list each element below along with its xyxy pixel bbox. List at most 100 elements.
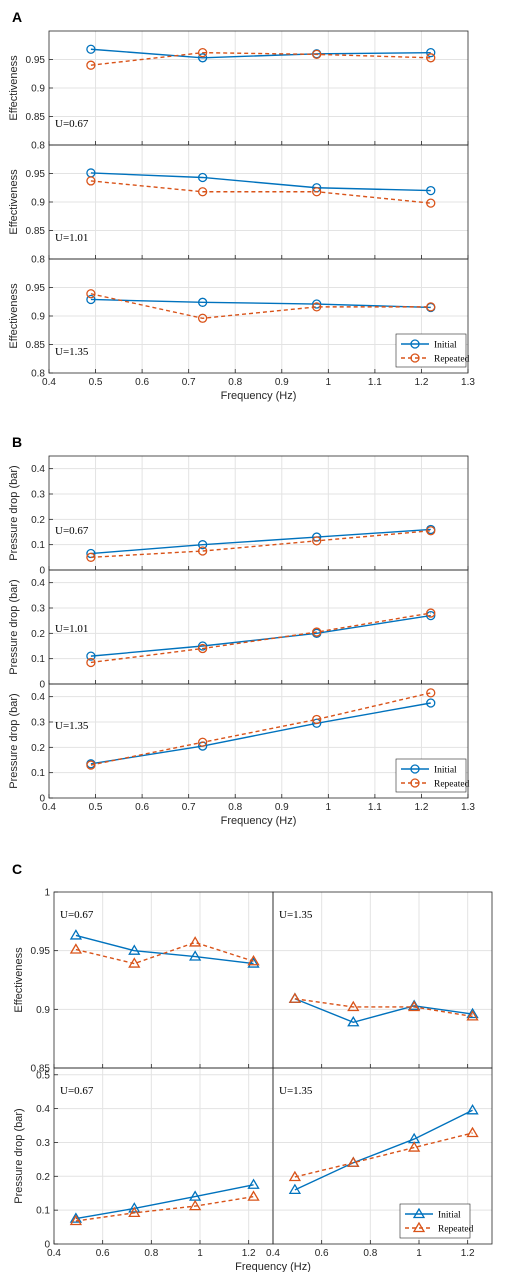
y-tick-label: 0.4 [36,1104,50,1115]
x-axis-label: Frequency (Hz) [221,390,297,402]
x-tick-label: 1.2 [242,1248,256,1259]
y-tick-label: 0.85 [26,112,46,123]
series-repeated-point [86,552,96,562]
y-axis-label: Pressure drop (bar) [8,693,20,788]
series-repeated-line [90,612,431,664]
y-tick-label: 0.3 [36,1138,50,1149]
series-initial-line [90,172,431,192]
x-tick-label: 0.4 [266,1248,280,1259]
y-axis-label: Effectiveness [8,283,20,349]
y-tick-label: 0.3 [31,718,45,729]
series-initial-point [197,540,208,550]
legend-box [395,333,467,368]
x-tick-label: 1 [326,802,332,813]
axes-frame [48,683,469,799]
y-tick-label: 0.4 [31,578,45,589]
legend-box [399,1203,471,1239]
y-tick-label: 0.3 [31,604,45,615]
y-tick-label: 0.1 [36,1206,50,1217]
x-tick-label: 0.8 [363,1248,377,1259]
x-tick-label: 0.6 [315,1248,329,1259]
y-axis-label: Pressure drop (bar) [13,1108,25,1203]
x-tick-label: 1 [197,1248,203,1259]
series-initial-line [90,298,431,309]
legend: Initial Repeated [399,1203,474,1239]
y-axis-label: Pressure drop (bar) [8,579,20,674]
legend-repeated-marker [412,1221,426,1233]
series-repeated-point [197,48,208,58]
series-initial-line [75,1184,254,1220]
panel-label: C [12,861,22,877]
x-tick-label: 0.6 [135,377,149,388]
y-tick-label: 0.2 [31,629,45,640]
u-annotation: U=1.35 [55,346,89,358]
panel-label: A [12,9,22,25]
y-tick-label: 0.5 [36,1070,50,1081]
series-initial-point [347,1015,360,1027]
series-repeated-point [197,313,208,323]
series-repeated-point [197,546,208,556]
x-axis-label: Frequency (Hz) [235,1261,311,1272]
u-annotation: U=1.35 [55,720,89,732]
series-initial-line [90,48,431,59]
panel-b-subplot-2: 0 0.1 0.2 0.3 0.4 Pressure drop (bar) U=1.01 [8,569,469,691]
x-tick-label: 0.5 [89,802,103,813]
axes-frame [272,1067,493,1245]
y-tick-label: 0.85 [31,1064,51,1075]
y-tick-label: 0 [39,794,45,805]
x-tick-label: 0.9 [275,377,289,388]
series-initial-point [128,944,141,955]
series-initial-point [312,299,322,309]
series-repeated-line [294,998,473,1018]
x-tick-label: 0.4 [42,802,56,813]
axes-frame [48,569,469,685]
series-repeated-point [69,943,83,954]
series-repeated-line [90,530,431,559]
y-tick-label: 0.9 [31,312,45,323]
x-tick-label: 0.6 [135,802,149,813]
series-repeated-point [69,1214,83,1226]
series-initial-point [188,950,202,961]
y-tick-label: 0.1 [31,768,45,779]
y-tick-label: 0.95 [26,55,46,66]
series-initial-point [197,53,208,63]
series-repeated-point [188,936,202,947]
series-repeated-line [90,692,431,766]
u-annotation: U=1.01 [55,623,88,635]
y-tick-label: 0 [44,1240,50,1251]
series-repeated-point [426,688,436,698]
y-tick-label: 0.9 [31,84,45,95]
panel-a-subplot-1: 0.8 0.85 0.9 0.95 Effectiveness U=0.67 [8,30,469,152]
series-repeated-point [86,760,96,770]
y-tick-label: 0.9 [36,1005,50,1016]
u-annotation: U=0.67 [60,909,94,921]
y-tick-label: 0.95 [26,283,46,294]
series-repeated-point [197,643,208,654]
series-initial-point [86,548,96,559]
series-initial-line [90,702,431,765]
x-tick-label: 0.6 [96,1248,110,1259]
panel-label: B [12,434,22,450]
axes-frame [48,455,469,571]
series-repeated-point [466,1126,479,1138]
series-repeated-point [86,60,96,70]
series-repeated-point [426,608,436,618]
legend-repeated-label: Repeated [434,355,470,365]
series-initial-point [247,1178,260,1189]
u-annotation: U=1.35 [279,1085,313,1097]
series-repeated-point [407,1141,421,1152]
y-tick-label: 0 [39,566,45,577]
series-initial-point [197,641,208,651]
series-initial-point [426,48,436,58]
legend-repeated-label: Repeated [438,1225,474,1235]
y-tick-label: 1 [44,888,50,899]
series-repeated-point [288,992,302,1003]
x-tick-label: 0.4 [42,377,56,388]
series-initial-line [294,998,473,1023]
x-tick-label: 0.9 [275,802,289,813]
series-repeated-point [128,1206,141,1218]
y-tick-label: 0.95 [26,169,46,180]
x-tick-label: 1 [416,1248,422,1259]
u-annotation: U=1.35 [279,909,313,921]
